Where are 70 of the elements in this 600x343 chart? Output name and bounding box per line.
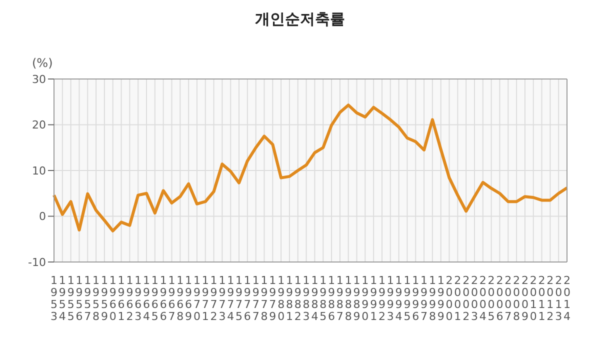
x-tick-label: 1985 [320,274,327,323]
x-tick-label: 1978 [260,274,268,323]
x-tick-label: 1975 [236,274,243,323]
x-tick-label: 1954 [58,274,66,323]
x-tick-label: 1963 [134,274,142,323]
x-tick-label: 1977 [252,274,260,323]
x-tick-label: 1955 [67,274,74,323]
x-tick-label: 1959 [100,274,108,323]
x-tick-label: 1964 [143,274,150,323]
x-tick-label: 1999 [437,274,444,323]
y-tick-label: -10 [28,256,46,269]
x-tick-label: 2013 [555,274,562,323]
x-tick-label: 1989 [353,274,360,323]
x-tick-label: 2009 [521,274,528,323]
y-tick-label: 0 [39,210,46,224]
x-tick-label: 1979 [269,274,276,323]
y-tick-label: 10 [32,164,46,178]
x-tick-label: 2002 [462,274,470,323]
y-tick-label: 30 [32,72,46,86]
x-tick-label: 1998 [428,274,436,323]
x-tick-label: 1997 [420,274,428,323]
line-series [52,104,568,232]
x-tick-label: 2008 [513,274,520,323]
x-tick-label: 1982 [294,274,302,323]
x-tick-label: 2004 [479,274,486,323]
x-tick-label: 1970 [193,274,200,323]
x-tick-label: 2003 [470,274,478,323]
x-tick-label: 1973 [218,274,226,323]
x-tick-label: 2010 [530,274,537,323]
x-tick-label: 1957 [84,274,92,323]
x-tick-label: 1988 [344,274,352,323]
x-tick-label: 1990 [362,274,369,323]
x-tick-label: 1984 [311,274,318,323]
x-tick-label: 2006 [496,274,504,323]
x-tick-label: 1965 [151,274,158,323]
x-tick-label: 1986 [328,274,336,323]
x-tick-label: 1969 [185,274,192,323]
x-tick-label: 1971 [202,274,209,323]
x-tick-label: 2001 [454,274,462,323]
x-tick-label: 1992 [378,274,386,323]
x-tick-label: 1953 [50,274,58,323]
x-tick-label: 1983 [302,274,310,323]
x-tick-label: 2000 [446,274,453,323]
x-tick-label: 1972 [210,274,218,323]
x-tick-label: 1966 [160,274,167,323]
x-tick-label: 2014 [564,274,570,323]
x-tick-label: 1991 [370,274,378,323]
x-tick-label: 1958 [92,274,100,323]
x-tick-label: 2012 [546,274,554,323]
x-tick-label: 1993 [386,274,394,323]
x-tick-label: 1996 [412,274,420,323]
x-tick-label: 1962 [126,274,134,323]
x-tick-label: 1981 [286,274,293,323]
y-axis-title: (%) [32,56,53,70]
x-tick-label: 2007 [504,274,512,323]
x-tick-label: 2011 [538,274,546,323]
x-tick-label: 1968 [176,274,184,323]
x-tick-label: 1974 [227,274,234,323]
y-tick-label: 20 [32,118,46,132]
x-tick-label: 1956 [76,274,83,323]
x-tick-label: 1960 [109,274,116,323]
x-tick-label: 1994 [395,274,402,323]
x-tick-label: 1995 [404,274,411,323]
chart-title: 개인순저축률 [254,10,346,29]
x-tick-label: 1961 [118,274,125,323]
x-tick-label: 1980 [278,274,285,323]
x-tick-label: 1987 [336,274,344,323]
x-tick-label: 1967 [168,274,176,323]
x-tick-label: 2005 [488,274,495,323]
x-tick-label: 1976 [244,274,251,323]
